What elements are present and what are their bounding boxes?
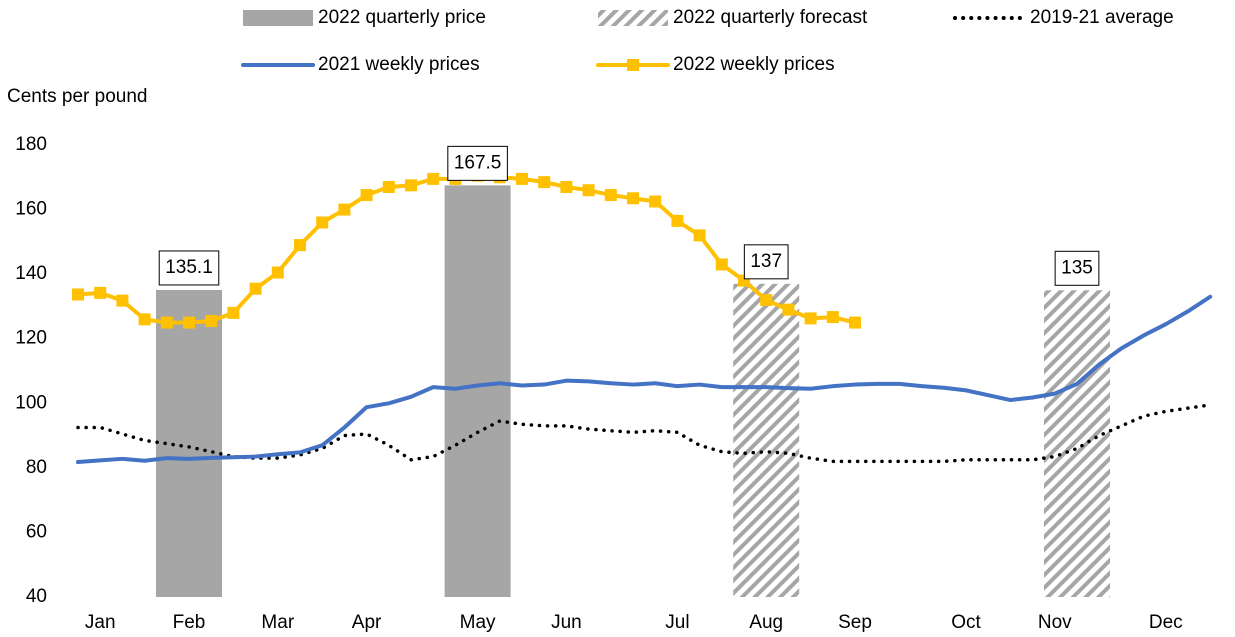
marker	[160, 316, 173, 329]
marker	[405, 179, 417, 192]
marker	[249, 282, 262, 295]
data-label: 167.5	[454, 152, 502, 173]
marker	[294, 239, 306, 252]
marker	[649, 195, 662, 208]
marker	[826, 311, 839, 324]
marker	[382, 180, 395, 193]
marker	[560, 180, 573, 193]
x-tick-label: May	[460, 612, 496, 633]
data-label: 137	[750, 251, 782, 272]
bar	[733, 283, 800, 597]
marker	[538, 176, 551, 189]
marker	[183, 316, 195, 329]
y-tick-label: 100	[15, 392, 47, 413]
legend-swatch	[243, 10, 313, 26]
marker	[715, 258, 728, 271]
x-tick-label: Sep	[838, 612, 872, 633]
marker	[760, 293, 773, 306]
line	[76, 403, 1212, 464]
marker	[116, 294, 129, 307]
data-label-box	[158, 250, 220, 286]
x-tick-label: Aug	[749, 612, 783, 633]
y-tick-label: 60	[26, 521, 47, 542]
data-label: 135	[1061, 257, 1093, 278]
marker	[138, 313, 151, 326]
y-tick-label: 160	[15, 199, 47, 220]
bar	[1044, 290, 1110, 597]
y-tick-label: 120	[15, 328, 47, 349]
y-tick-label: 80	[26, 457, 47, 478]
bar	[156, 289, 222, 597]
marker	[604, 189, 617, 202]
bar	[444, 185, 511, 597]
legend-label: 2021 weekly prices	[318, 54, 480, 75]
x-tick-label: Jan	[85, 612, 116, 633]
marker	[360, 189, 373, 202]
marker	[516, 172, 528, 185]
marker	[316, 216, 329, 229]
y-tick-label: 140	[15, 263, 47, 284]
marker	[849, 316, 861, 329]
marker	[427, 172, 440, 185]
data-label-box	[447, 145, 508, 181]
x-tick-label: Apr	[352, 612, 382, 633]
legend-label: 2019-21 average	[1030, 7, 1174, 28]
marker	[627, 192, 639, 205]
x-tick-label: Feb	[173, 612, 206, 633]
x-tick-label: Oct	[951, 612, 981, 633]
data-label-box	[743, 244, 789, 280]
y-axis-label: Cents per pound	[7, 86, 148, 107]
marker	[338, 203, 351, 216]
line	[76, 294, 1213, 465]
y-tick-label: 180	[15, 134, 47, 155]
x-tick-label: Mar	[261, 612, 294, 633]
x-tick-label: Jun	[551, 612, 582, 633]
marker	[782, 303, 795, 316]
marker	[205, 314, 218, 327]
marker	[72, 288, 84, 301]
data-label: 135.1	[165, 257, 213, 278]
marker	[94, 286, 107, 299]
y-tick-label: 40	[26, 586, 47, 607]
legend-label: 2022 quarterly price	[318, 7, 486, 28]
marker	[582, 184, 595, 197]
marker	[271, 266, 284, 279]
legend-label: 2022 weekly prices	[673, 54, 835, 75]
legend-label: 2022 quarterly forecast	[673, 7, 868, 28]
marker	[693, 229, 706, 242]
legend-marker	[627, 59, 639, 71]
x-tick-label: Jul	[665, 612, 689, 633]
marker	[671, 214, 684, 227]
x-tick-label: Dec	[1149, 612, 1183, 633]
data-label-box	[1054, 250, 1100, 286]
marker	[227, 306, 240, 319]
x-tick-label: Nov	[1038, 612, 1072, 633]
marker	[804, 312, 817, 325]
legend-swatch	[598, 10, 668, 26]
